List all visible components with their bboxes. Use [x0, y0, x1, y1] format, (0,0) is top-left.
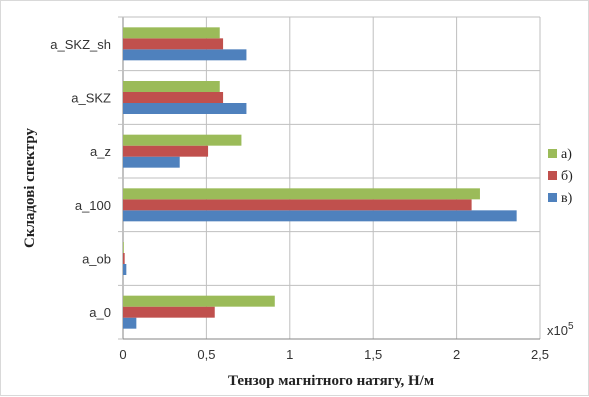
bar-б-a_z: [123, 145, 209, 157]
bar-б-a_SKZ_sh: [123, 38, 224, 50]
bar-в-a_100: [123, 210, 517, 222]
axis-layer: 0 0,5 1 1,5 2 2,5 a_0 a_ob a_100 a_z a_SKZ a_SKZ_sh: [50, 37, 549, 362]
bar-б-a_ob: [123, 253, 125, 264]
x-axis-title: Тензор магнітного натягу, Н/м: [228, 373, 434, 389]
y-tick-label: a_SKZ: [71, 91, 111, 106]
bar-в-a_ob: [123, 264, 127, 275]
y-tick-label: a_ob: [82, 252, 111, 267]
legend-label: в): [561, 191, 573, 206]
bar-б-a_SKZ: [123, 92, 224, 103]
x-tick-label: 0,5: [197, 347, 215, 362]
x-tick-label: 0: [119, 347, 126, 362]
x-tick-label: 2: [453, 347, 460, 362]
y-tick-label: a_0: [89, 305, 111, 320]
bar-а-a_SKZ_sh: [123, 27, 220, 39]
bar-а-a_100: [123, 188, 480, 200]
x-tick-label: 1: [286, 347, 293, 362]
legend-swatch: [548, 193, 557, 202]
y-axis-title: Складові спектру: [22, 128, 38, 248]
legend: а) б) в): [548, 147, 573, 206]
bar-б-a_100: [123, 199, 472, 211]
bar-а-a_ob: [123, 242, 124, 253]
bar-в-a_z: [123, 156, 180, 168]
x-tick-label: 2,5: [531, 347, 549, 362]
bar-а-a_0: [123, 295, 275, 307]
bar-а-a_SKZ: [123, 81, 220, 92]
legend-swatch: [548, 171, 557, 180]
legend-swatch: [548, 149, 557, 158]
grid-layer: [118, 16, 541, 340]
bars-layer: [123, 27, 517, 329]
bar-в-a_SKZ_sh: [123, 49, 247, 61]
legend-label: б): [561, 169, 573, 184]
y-tick-label: a_SKZ_sh: [50, 37, 111, 52]
x-multiplier-base: x10: [547, 323, 568, 338]
y-tick-label: a_100: [75, 198, 111, 213]
x-axis-multiplier: x105: [547, 321, 574, 338]
bar-в-a_SKZ: [123, 103, 247, 114]
y-tick-label: a_z: [90, 144, 111, 159]
legend-label: а): [561, 147, 572, 162]
x-tick-label: 1,5: [364, 347, 382, 362]
bar-б-a_0: [123, 306, 215, 318]
x-multiplier-exponent: 5: [568, 321, 574, 332]
bar-а-a_z: [123, 134, 242, 146]
bar-в-a_0: [123, 317, 137, 329]
